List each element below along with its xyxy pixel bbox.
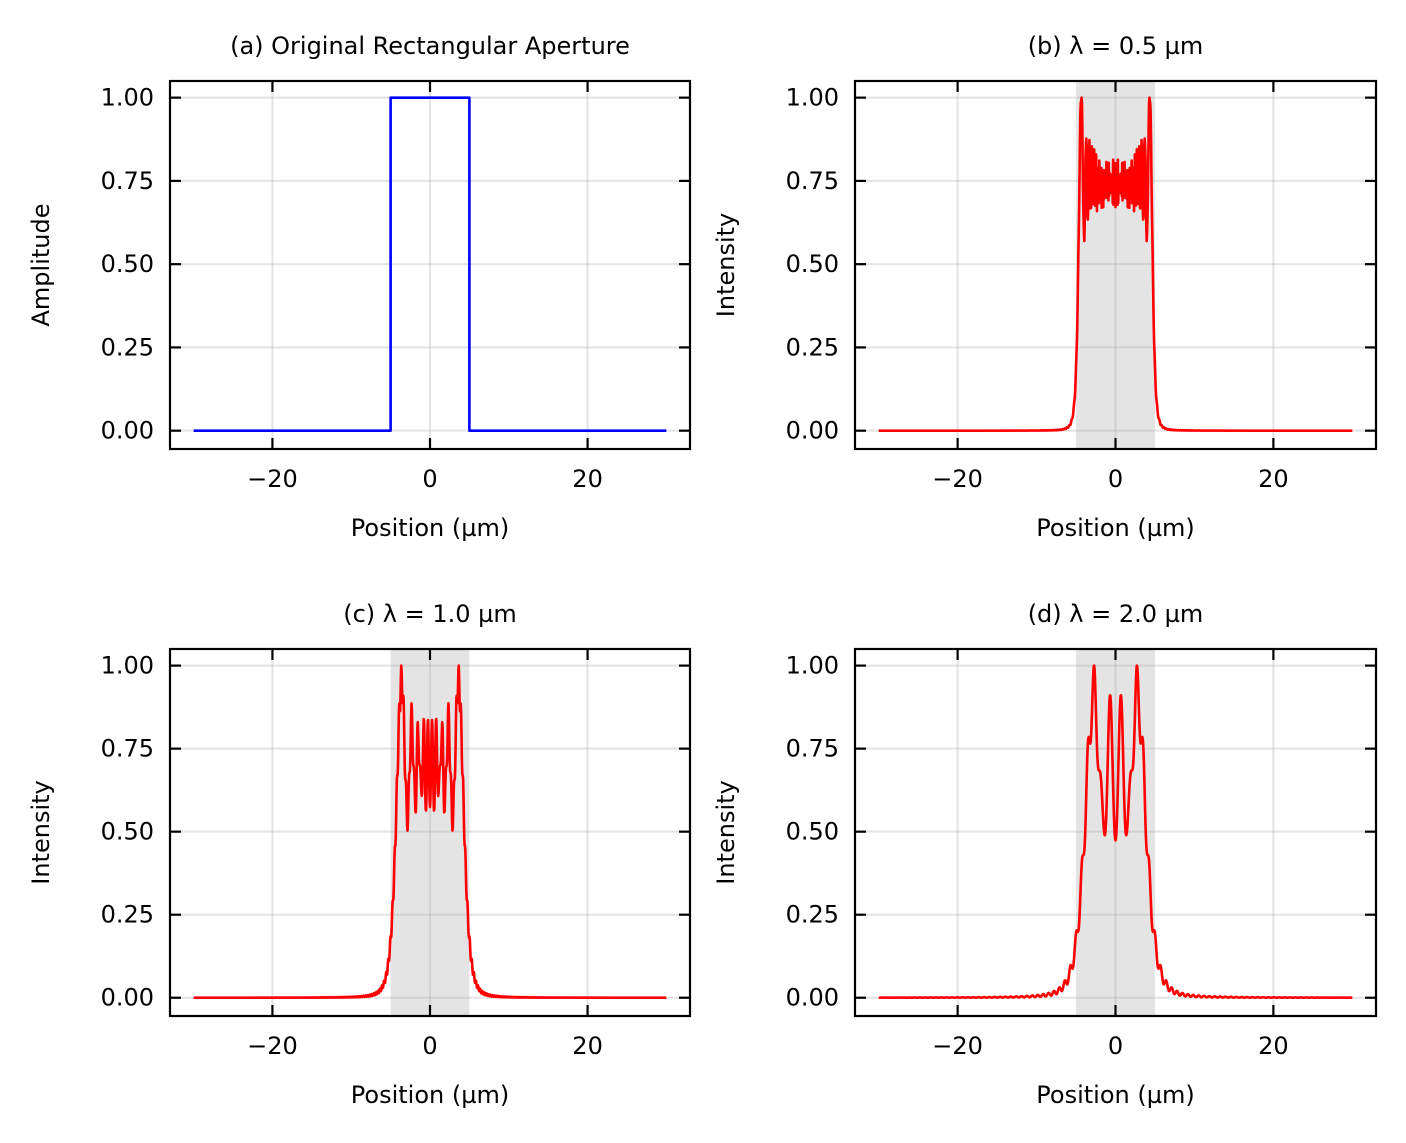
subplot-b: −20 0 20 0.00 0.25 0.50 0.75 1.00 (b) λ = 0.5 µm…	[712, 32, 1378, 542]
subplot-d: −20 0 20 0.00 0.25 0.50 0.75 1.00 (d) λ = 2.0 µm…	[712, 600, 1378, 1109]
y-axis-label: Intensity	[712, 213, 740, 317]
y-tick-label: 1.00	[101, 652, 154, 680]
y-tick-label: 0.50	[786, 818, 839, 846]
x-tick-label: 0	[422, 1032, 437, 1060]
y-axis-label: Intensity	[712, 780, 740, 884]
y-tick-label: 0.00	[101, 417, 154, 445]
y-tick-label: 0.50	[101, 818, 154, 846]
subplot-c: −20 0 20 0.00 0.25 0.50 0.75 1.00 (c) λ = 1.0 µm…	[27, 600, 692, 1109]
y-tick-label: 0.00	[786, 984, 839, 1012]
y-tick-label: 0.75	[786, 735, 839, 763]
y-tick-label: 0.25	[101, 333, 154, 361]
x-tick-label: −20	[247, 465, 298, 493]
x-tick-label: 20	[572, 1032, 603, 1060]
y-tick-label: 0.50	[101, 250, 154, 278]
x-tick-label: −20	[932, 1032, 983, 1060]
y-tick-label: 0.00	[786, 417, 839, 445]
x-tick-label: −20	[247, 1032, 298, 1060]
y-tick-label: 0.25	[786, 333, 839, 361]
subplot-title: (b) λ = 0.5 µm	[1028, 32, 1204, 60]
subplot-title: (a) Original Rectangular Aperture	[230, 32, 630, 60]
series-line-intensity	[877, 96, 1354, 432]
x-tick-label: 20	[1258, 465, 1289, 493]
subplot-title: (c) λ = 1.0 µm	[343, 600, 517, 628]
y-axis-label: Amplitude	[27, 204, 55, 327]
series-line-intensity	[192, 664, 668, 1000]
subplot-title: (d) λ = 2.0 µm	[1028, 600, 1204, 628]
y-tick-label: 0.50	[786, 250, 839, 278]
y-tick-label: 1.00	[101, 84, 154, 112]
subplot-a: −20 0 20 0.00 0.25 0.50 0.75 1.00 (a) Original R…	[27, 32, 692, 542]
x-axis-label: Position (µm)	[1036, 514, 1194, 542]
y-tick-label: 0.75	[786, 167, 839, 195]
x-tick-label: 20	[572, 465, 603, 493]
y-tick-label: 1.00	[786, 652, 839, 680]
x-tick-label: −20	[932, 465, 983, 493]
y-axis-label: Intensity	[27, 780, 55, 884]
x-axis-label: Position (µm)	[351, 514, 509, 542]
series-line-intensity	[877, 664, 1354, 1000]
y-tick-label: 0.75	[101, 735, 154, 763]
y-tick-label: 0.75	[101, 167, 154, 195]
y-tick-label: 0.00	[101, 984, 154, 1012]
x-tick-label: 0	[1108, 1032, 1123, 1060]
y-tick-label: 1.00	[786, 84, 839, 112]
x-tick-label: 0	[1108, 465, 1123, 493]
x-tick-label: 0	[422, 465, 437, 493]
x-axis-label: Position (µm)	[351, 1081, 509, 1109]
y-tick-label: 0.25	[101, 901, 154, 929]
x-axis-label: Position (µm)	[1036, 1081, 1194, 1109]
series-line-aperture	[193, 96, 667, 432]
y-tick-label: 0.25	[786, 901, 839, 929]
x-tick-label: 20	[1258, 1032, 1289, 1060]
